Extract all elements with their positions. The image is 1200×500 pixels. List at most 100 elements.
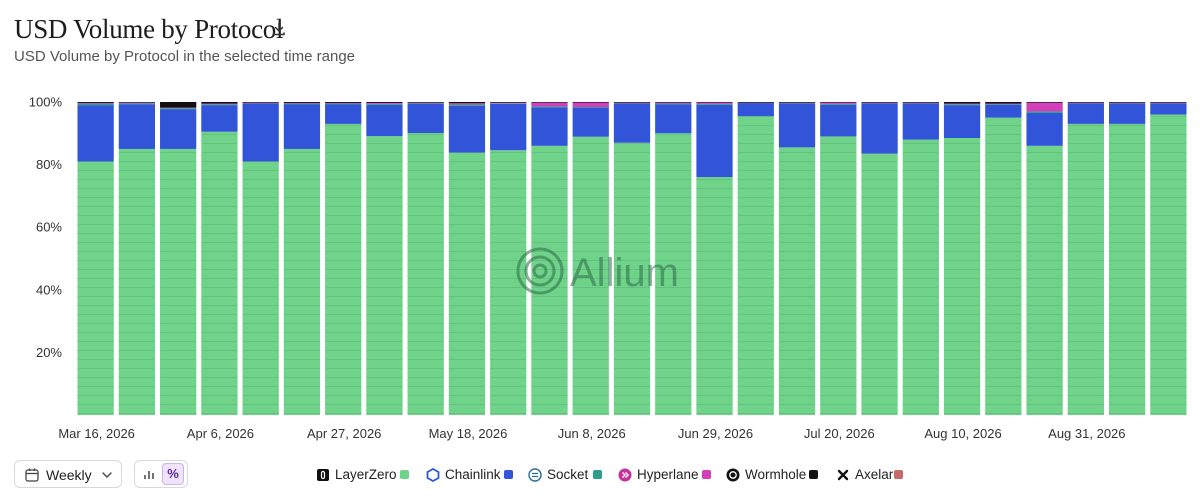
bar-segment-hyperlane[interactable] <box>737 102 774 103</box>
bar-segment-hyperlane[interactable] <box>1026 102 1063 112</box>
bar-segment-socket[interactable] <box>366 103 403 105</box>
bar-segment-socket[interactable] <box>201 104 238 106</box>
bar-segment-chainlink[interactable] <box>572 107 609 137</box>
bar-segment-chainlink[interactable] <box>366 104 403 137</box>
bar-segment-wormhole[interactable] <box>407 102 444 103</box>
bar-segment-hyperlane[interactable] <box>407 102 444 104</box>
bar-segment-chainlink[interactable] <box>490 103 527 151</box>
bar-segment-chainlink[interactable] <box>985 104 1022 118</box>
bar-segment-socket[interactable] <box>490 103 527 104</box>
bar-segment-hyperlane[interactable] <box>201 103 238 105</box>
bar-segment-hyperlane[interactable] <box>778 102 816 103</box>
bar-segment-chainlink[interactable] <box>531 107 568 146</box>
bar-segment-socket[interactable] <box>737 102 774 104</box>
bar-segment-wormhole[interactable] <box>861 102 898 103</box>
bar-segment-hyperlane[interactable] <box>531 102 568 107</box>
bar-segment-socket[interactable] <box>1108 102 1146 104</box>
bar-segment-hyperlane[interactable] <box>490 102 527 104</box>
bar-segment-chainlink[interactable] <box>861 103 898 154</box>
bar-segment-chainlink[interactable] <box>737 102 774 117</box>
bar-segment-wormhole[interactable] <box>490 102 527 103</box>
bar-segment-wormhole[interactable] <box>943 102 981 104</box>
bar-segment-socket[interactable] <box>1026 111 1063 113</box>
bar-segment-wormhole[interactable] <box>283 102 321 103</box>
bar-segment-wormhole[interactable] <box>242 102 279 103</box>
bar-segment-socket[interactable] <box>778 102 816 104</box>
bar-segment-hyperlane[interactable] <box>1150 102 1187 104</box>
bar-segment-chainlink[interactable] <box>242 103 279 162</box>
bar-segment-socket[interactable] <box>572 107 609 108</box>
bar-segment-hyperlane[interactable] <box>985 103 1022 105</box>
bar-segment-hyperlane[interactable] <box>448 103 486 105</box>
absolute-mode-button[interactable] <box>138 463 160 485</box>
bar-segment-chainlink[interactable] <box>201 105 238 132</box>
bar-segment-socket[interactable] <box>283 103 321 105</box>
bar-segment-chainlink[interactable] <box>1150 103 1187 115</box>
bar-segment-socket[interactable] <box>325 103 362 105</box>
bar-segment-chainlink[interactable] <box>407 103 444 134</box>
bar-segment-wormhole[interactable] <box>655 102 692 103</box>
bar-segment-wormhole[interactable] <box>448 102 486 104</box>
bar-segment-wormhole[interactable] <box>820 102 857 103</box>
bar-segment-chainlink[interactable] <box>77 105 114 162</box>
bar-segment-wormhole[interactable] <box>902 102 939 103</box>
bar-segment-hyperlane[interactable] <box>77 102 114 104</box>
bar-segment-socket[interactable] <box>77 103 114 106</box>
bar-segment-hyperlane[interactable] <box>572 102 609 107</box>
bar-segment-chainlink[interactable] <box>902 103 939 140</box>
bar-segment-socket[interactable] <box>820 103 857 105</box>
bar-segment-chainlink[interactable] <box>696 104 733 178</box>
bar-segment-wormhole[interactable] <box>696 102 733 103</box>
bar-segment-chainlink[interactable] <box>325 104 362 124</box>
percent-mode-button[interactable]: % <box>162 463 184 485</box>
bar-segment-wormhole[interactable] <box>325 102 362 103</box>
bar-segment-chainlink[interactable] <box>943 105 981 138</box>
bar-segment-socket[interactable] <box>118 103 156 105</box>
bar-segment-chainlink[interactable] <box>655 104 692 134</box>
bar-segment-wormhole[interactable] <box>1108 102 1146 103</box>
bar-segment-socket[interactable] <box>1067 102 1104 104</box>
bar-segment-hyperlane[interactable] <box>943 103 981 105</box>
bar-segment-chainlink[interactable] <box>448 105 486 153</box>
bar-segment-socket[interactable] <box>407 102 444 104</box>
bar-segment-wormhole[interactable] <box>737 102 774 103</box>
bar-segment-hyperlane[interactable] <box>902 102 939 104</box>
interval-select[interactable]: Weekly <box>14 460 122 488</box>
bar-segment-hyperlane[interactable] <box>160 107 197 109</box>
bar-segment-wormhole[interactable] <box>572 102 609 103</box>
bar-segment-wormhole[interactable] <box>77 102 114 103</box>
bar-segment-hyperlane[interactable] <box>820 102 857 104</box>
bar-segment-socket[interactable] <box>613 102 651 104</box>
bar-segment-hyperlane[interactable] <box>696 102 733 104</box>
bar-segment-wormhole[interactable] <box>613 102 651 103</box>
bar-segment-wormhole[interactable] <box>985 102 1022 104</box>
bar-segment-chainlink[interactable] <box>1026 112 1063 146</box>
bar-segment-hyperlane[interactable] <box>861 102 898 104</box>
bar-segment-chainlink[interactable] <box>160 109 197 149</box>
bar-segment-socket[interactable] <box>902 102 939 104</box>
bar-segment-chainlink[interactable] <box>1108 103 1146 124</box>
bar-segment-chainlink[interactable] <box>118 104 156 149</box>
download-icon[interactable] <box>270 20 288 38</box>
bar-segment-hyperlane[interactable] <box>283 102 321 104</box>
bar-segment-hyperlane[interactable] <box>325 102 362 104</box>
bar-segment-wormhole[interactable] <box>118 102 156 103</box>
bar-segment-chainlink[interactable] <box>613 103 651 143</box>
bar-segment-hyperlane[interactable] <box>613 102 651 104</box>
bar-segment-hyperlane[interactable] <box>118 102 156 104</box>
bar-segment-wormhole[interactable] <box>1150 102 1187 103</box>
bar-segment-chainlink[interactable] <box>820 104 857 137</box>
bar-segment-wormhole[interactable] <box>778 102 816 103</box>
bar-segment-chainlink[interactable] <box>778 103 816 148</box>
bar-segment-hyperlane[interactable] <box>242 102 279 104</box>
bar-segment-socket[interactable] <box>655 103 692 105</box>
bar-segment-wormhole[interactable] <box>160 102 197 108</box>
bar-segment-socket[interactable] <box>531 106 568 108</box>
bar-segment-hyperlane[interactable] <box>1067 102 1104 104</box>
bar-segment-wormhole[interactable] <box>1026 102 1063 103</box>
bar-segment-chainlink[interactable] <box>283 104 321 149</box>
bar-segment-chainlink[interactable] <box>1067 103 1104 124</box>
bar-segment-wormhole[interactable] <box>366 102 403 103</box>
bar-segment-hyperlane[interactable] <box>655 102 692 104</box>
bar-segment-socket[interactable] <box>985 103 1022 105</box>
